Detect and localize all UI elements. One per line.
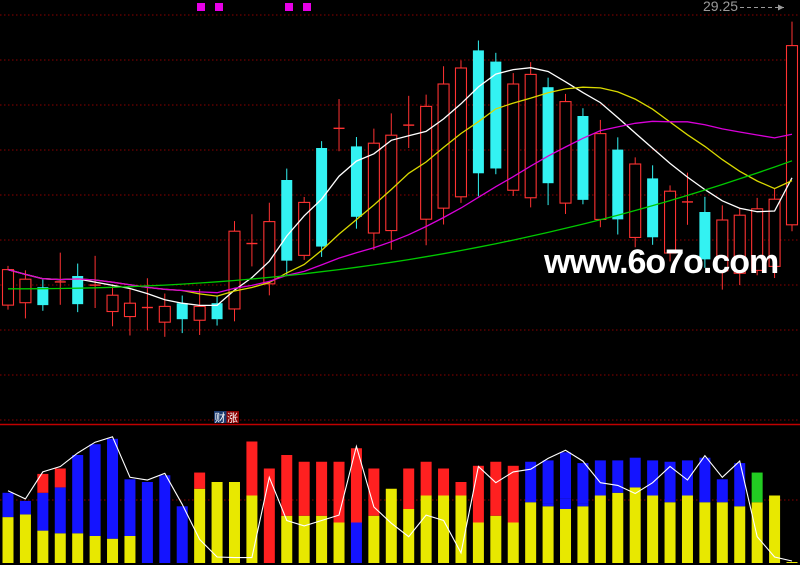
svg-text:涨: 涨 [227, 412, 238, 425]
svg-text:29.25: 29.25 [703, 0, 738, 14]
svg-text:财: 财 [215, 411, 226, 425]
svg-text:www.6o7o.com: www.6o7o.com [543, 243, 778, 281]
